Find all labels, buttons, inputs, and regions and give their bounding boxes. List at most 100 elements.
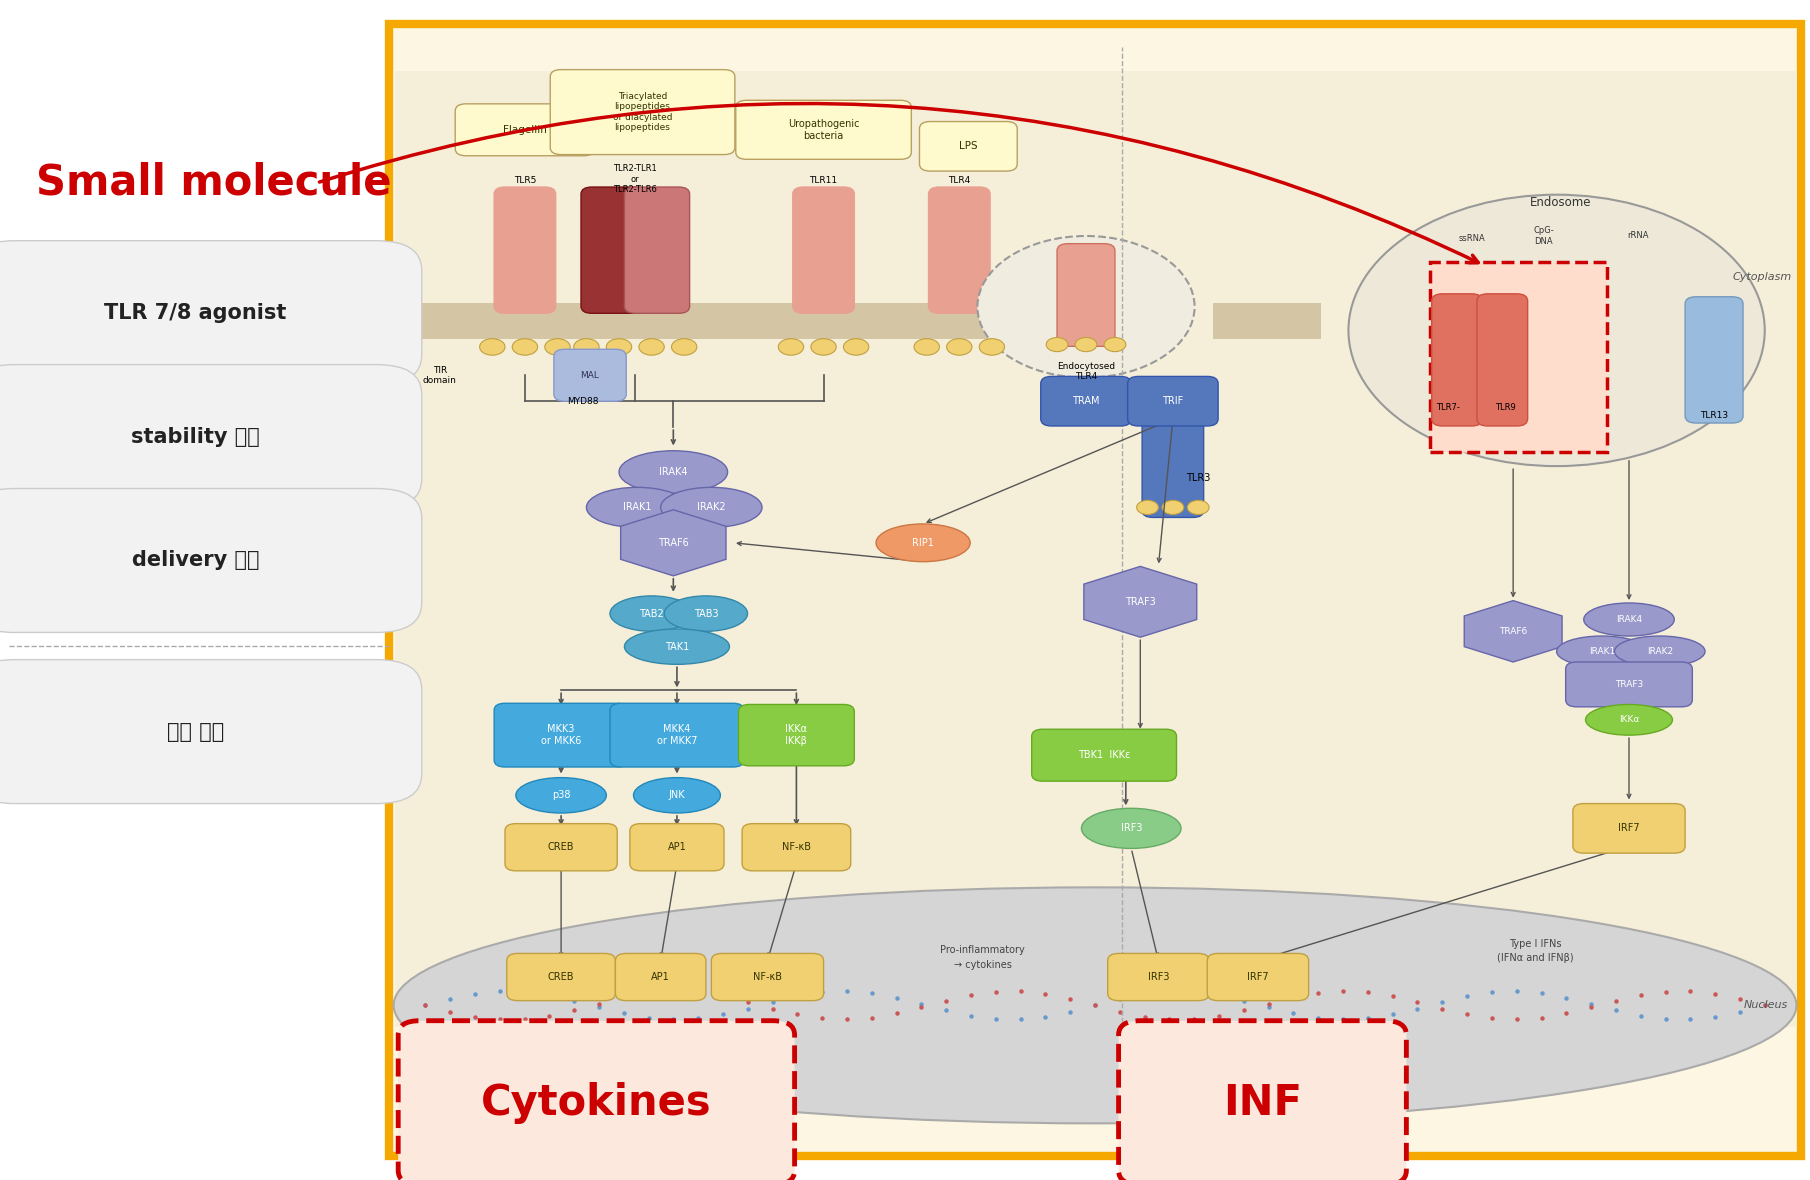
FancyBboxPatch shape [929,186,990,313]
Text: IKKα
IKKβ: IKKα IKKβ [786,725,807,746]
FancyBboxPatch shape [1057,244,1115,347]
Text: p38: p38 [552,791,570,800]
Text: TRIF: TRIF [1162,396,1184,406]
FancyBboxPatch shape [711,953,824,1001]
Text: IKKα: IKKα [1618,715,1640,725]
Polygon shape [1084,566,1196,637]
FancyBboxPatch shape [1566,662,1692,707]
Text: IRF7: IRF7 [1247,972,1269,982]
Text: AP1: AP1 [668,843,686,852]
Circle shape [639,339,664,355]
Text: TIR
domain: TIR domain [424,366,456,385]
Text: Uropathogenic
bacteria: Uropathogenic bacteria [787,119,860,140]
Text: TLR 7/8 agonist: TLR 7/8 agonist [105,303,286,322]
Text: RIP1: RIP1 [912,538,934,548]
FancyBboxPatch shape [581,186,646,313]
Text: MKK3
or MKK6: MKK3 or MKK6 [541,725,581,746]
Text: AP1: AP1 [652,972,670,982]
Text: CREB: CREB [548,972,574,982]
Circle shape [1137,500,1158,514]
FancyBboxPatch shape [1142,404,1204,517]
Text: Small molecule: Small molecule [36,162,391,204]
FancyBboxPatch shape [554,349,626,401]
Text: Endocytosed
TLR4: Endocytosed TLR4 [1057,362,1115,381]
FancyBboxPatch shape [615,953,706,1001]
Polygon shape [621,510,726,576]
Text: TRAF3: TRAF3 [1126,597,1155,607]
Text: MAL: MAL [581,371,599,380]
Text: TLR7-: TLR7- [1435,402,1461,412]
Text: stability 증가: stability 증가 [130,427,261,446]
Circle shape [1459,435,1481,450]
Text: TLR4: TLR4 [948,176,970,185]
FancyBboxPatch shape [1128,376,1218,426]
Text: IRAK2: IRAK2 [697,503,726,512]
Text: Type I IFNs: Type I IFNs [1508,939,1562,949]
Text: TAK1: TAK1 [664,642,690,651]
FancyBboxPatch shape [1207,953,1309,1001]
Circle shape [947,339,972,355]
FancyBboxPatch shape [735,100,912,159]
FancyBboxPatch shape [398,303,1176,339]
Circle shape [480,339,505,355]
Text: rRNA: rRNA [1627,231,1649,241]
Text: TLR11: TLR11 [809,176,838,185]
FancyBboxPatch shape [1108,953,1209,1001]
Ellipse shape [1615,636,1705,667]
FancyBboxPatch shape [610,703,744,767]
FancyBboxPatch shape [1477,294,1528,426]
Text: → cytokines: → cytokines [954,961,1012,970]
Text: TLR3: TLR3 [1186,473,1211,483]
Text: 대량 생산: 대량 생산 [167,722,224,741]
Circle shape [977,236,1195,378]
Circle shape [512,339,538,355]
FancyBboxPatch shape [1685,297,1743,424]
Text: IRAK4: IRAK4 [659,467,688,477]
Circle shape [843,339,869,355]
Text: TAB3: TAB3 [693,609,719,618]
FancyBboxPatch shape [0,365,422,509]
Ellipse shape [1584,603,1674,636]
Text: TLR9: TLR9 [1495,402,1517,412]
FancyBboxPatch shape [395,71,1797,1027]
Ellipse shape [634,778,720,813]
Ellipse shape [664,596,748,631]
Text: Nucleus: Nucleus [1745,1001,1788,1010]
FancyBboxPatch shape [0,489,422,632]
Circle shape [1479,435,1500,450]
Ellipse shape [586,487,688,527]
Circle shape [778,339,804,355]
Text: TRAF6: TRAF6 [659,538,688,548]
FancyBboxPatch shape [624,186,690,313]
Ellipse shape [395,887,1796,1123]
Text: TRAF3: TRAF3 [1615,680,1643,689]
Ellipse shape [610,596,693,631]
Text: TRAM: TRAM [1072,396,1100,406]
Ellipse shape [624,629,729,664]
Text: Endosome: Endosome [1529,196,1591,210]
FancyBboxPatch shape [0,660,422,804]
Circle shape [545,339,570,355]
FancyBboxPatch shape [919,122,1017,171]
FancyBboxPatch shape [507,953,615,1001]
Text: (IFNα and IFNβ): (IFNα and IFNβ) [1497,953,1573,963]
Circle shape [914,339,939,355]
Text: IRAK2: IRAK2 [1647,647,1672,656]
Circle shape [1434,435,1455,450]
Text: CREB: CREB [548,843,574,852]
FancyBboxPatch shape [793,186,854,313]
FancyBboxPatch shape [738,704,854,766]
Text: delivery 용이: delivery 용이 [132,551,259,570]
Text: TBK1  IKKε: TBK1 IKKε [1079,750,1129,760]
Ellipse shape [516,778,606,813]
Ellipse shape [876,524,970,562]
FancyBboxPatch shape [550,70,735,155]
Text: TLR5: TLR5 [514,176,536,185]
Text: NF-κB: NF-κB [782,843,811,852]
FancyBboxPatch shape [0,241,422,385]
Text: IRF7: IRF7 [1618,824,1640,833]
Circle shape [979,339,1005,355]
Circle shape [574,339,599,355]
Ellipse shape [619,451,728,493]
Ellipse shape [1557,636,1647,667]
